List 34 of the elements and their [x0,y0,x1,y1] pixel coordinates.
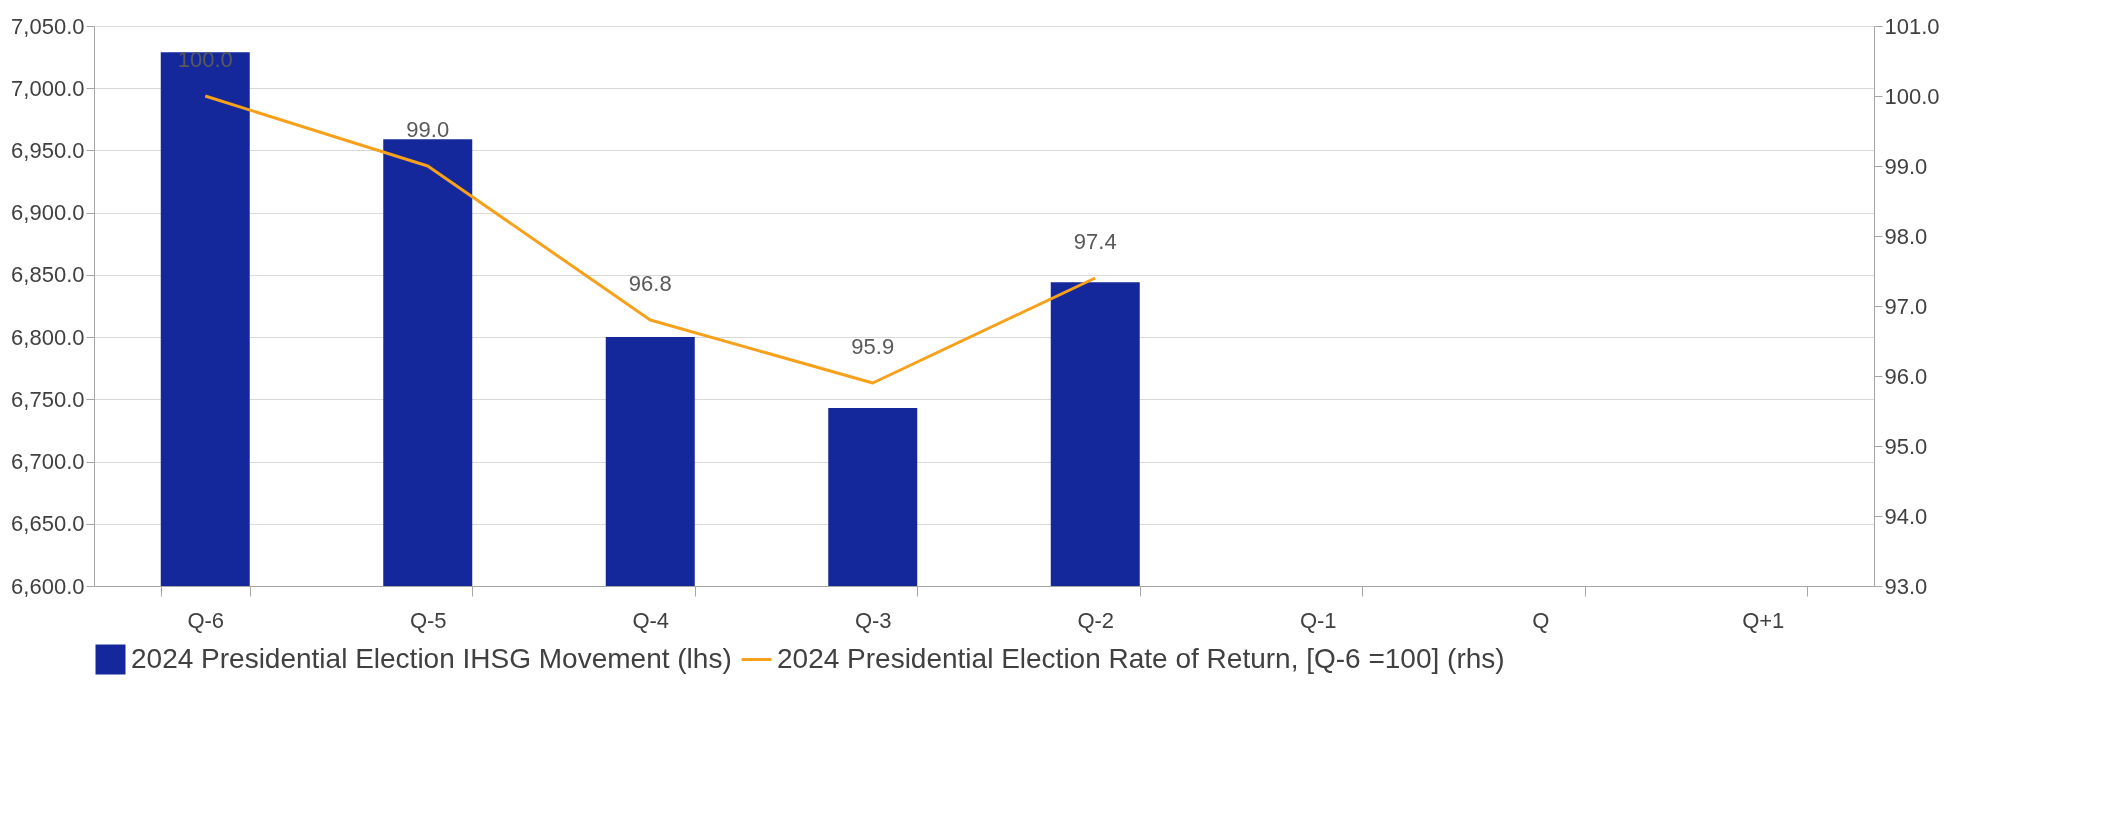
x-tick-label: Q-2 [1077,607,1115,633]
y-tick-label: 7,000.0 [11,75,85,101]
y-tick-label: 6,900.0 [11,200,85,226]
y2-tick-label: 93.0 [1884,573,1928,599]
y-tick-label: 6,650.0 [11,511,85,537]
y-tick-label: 6,750.0 [11,386,85,412]
y-tick-label: 6,800.0 [11,324,85,350]
y-tick-label: 6,700.0 [11,449,85,475]
y-tick-label: 6,850.0 [11,262,85,288]
y2-tick-label: 100.0 [1884,83,1940,109]
y2-tick-label: 97.0 [1884,293,1928,319]
y2-tick-label: 101.0 [1884,13,1940,39]
data-label: 97.4 [1073,229,1117,254]
y-tick-label: 6,950.0 [11,137,85,163]
y2-tick-label: 99.0 [1884,153,1928,179]
data-label: 95.9 [851,334,895,359]
x-tick-label: Q-4 [632,607,670,633]
data-label: 96.8 [628,271,672,296]
y2-tick-label: 94.0 [1884,503,1928,529]
x-tick-label: Q-1 [1299,607,1337,633]
x-tick-label: Q+1 [1742,607,1785,633]
y2-tick-label: 98.0 [1884,223,1928,249]
y2-tick-label: 96.0 [1884,363,1928,389]
y-tick-label: 6,600.0 [11,573,85,599]
legend-label: 2024 Presidential Election IHSG Movement (lhs) [131,642,732,674]
data-label: 100.0 [177,47,233,72]
x-tick-label: Q [1532,607,1550,633]
y-tick-label: 7,050.0 [11,13,85,39]
x-tick-label: Q-6 [187,607,225,633]
x-tick-label: Q-5 [409,607,447,633]
data-label: 99.0 [406,117,450,142]
x-tick-label: Q-3 [854,607,892,633]
y2-tick-label: 95.0 [1884,433,1928,459]
legend-label: 2024 Presidential Election Rate of Return, [Q-6 =100] (rhs) [777,642,1505,674]
